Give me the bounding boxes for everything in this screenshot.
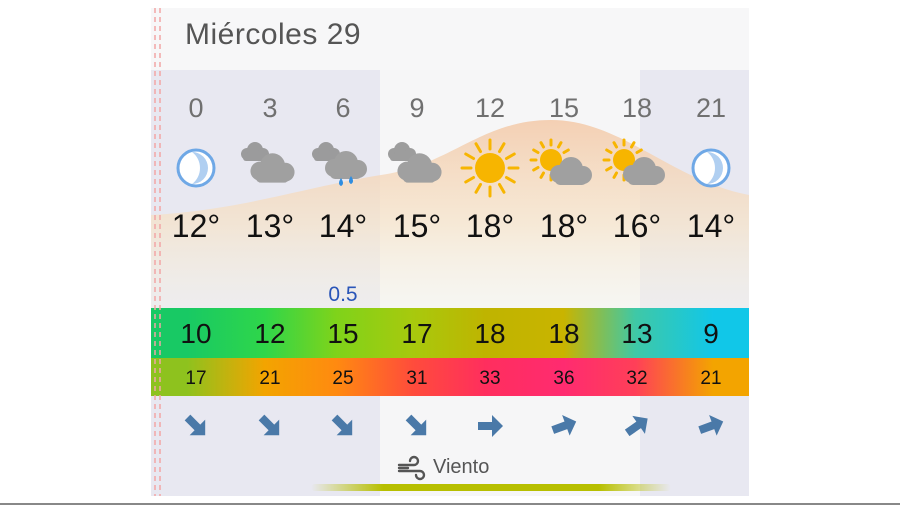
hour-label: 6 — [335, 93, 351, 123]
precipitation-value: 0.5 — [328, 283, 358, 306]
wind-arrow-icon — [380, 406, 454, 446]
temperature-value: 16° — [612, 208, 662, 244]
band-secondary-value: 32 — [626, 368, 648, 389]
day-title: Miércoles 29 — [185, 18, 362, 51]
temperature-value: 15° — [392, 208, 442, 244]
wind-arrow-icon — [233, 406, 307, 446]
day-header: Miércoles 29 — [151, 8, 749, 70]
temperature-value: 14° — [318, 208, 368, 244]
hour-label: 15 — [548, 93, 580, 123]
weather-icon-row — [151, 138, 749, 198]
temperature-value: 18° — [539, 208, 589, 244]
sun-icon — [453, 138, 527, 198]
wind-icon — [397, 455, 426, 481]
hour-label: 18 — [621, 93, 653, 123]
forecast-panel: Miércoles 29 0 3 6 9 12 15 18 21 — [151, 8, 749, 496]
hour-label: 12 — [474, 93, 506, 123]
cloud-icon — [233, 138, 307, 198]
band-secondary-value: 21 — [259, 368, 281, 389]
band-primary-value: 15 — [327, 318, 359, 349]
hour-label: 9 — [409, 93, 425, 123]
wind-direction-row — [151, 406, 749, 446]
temperature-value: 13° — [245, 208, 295, 244]
temperature-value: 18° — [465, 208, 515, 244]
band-secondary-value: 21 — [700, 368, 722, 389]
band-secondary-value: 25 — [332, 368, 354, 389]
band-primary-value: 9 — [703, 318, 719, 349]
band-secondary-value: 31 — [406, 368, 428, 389]
sun-cloud-icon — [527, 138, 601, 198]
bottom-frame-line — [0, 503, 900, 505]
wind-arrow-icon — [527, 406, 601, 446]
hour-label: 0 — [188, 93, 204, 123]
hour-label: 21 — [695, 93, 727, 123]
sun-cloud-icon — [600, 138, 674, 198]
cloud-rain-icon — [306, 138, 380, 198]
moon-icon — [674, 138, 748, 198]
band-secondary-value: 36 — [553, 368, 575, 389]
band-secondary-value: 17 — [185, 368, 207, 389]
wind-arrow-icon — [453, 406, 527, 446]
band-primary-value: 17 — [401, 318, 433, 349]
hour-row: 0 3 6 9 12 15 18 21 — [151, 93, 749, 129]
moon-icon — [159, 138, 233, 198]
temperature-value: 14° — [686, 208, 736, 244]
temperature-value: 12° — [171, 208, 221, 244]
wind-scroll-indicator[interactable] — [311, 484, 671, 491]
band-primary-value: 18 — [474, 318, 506, 349]
left-guide-lines — [154, 8, 161, 496]
wind-arrow-icon — [159, 406, 233, 446]
band-primary-value: 18 — [548, 318, 580, 349]
band-primary-value: 13 — [621, 318, 653, 349]
colored-band-primary: 10 12 15 17 18 18 13 9 — [151, 308, 749, 358]
wind-arrow-icon — [600, 406, 674, 446]
sun-elevation-curve — [151, 120, 749, 310]
band-primary-value: 12 — [254, 318, 286, 349]
band-primary-value: 10 — [180, 318, 212, 349]
band-secondary-value: 33 — [479, 368, 501, 389]
hour-label: 3 — [262, 93, 278, 123]
wind-label-text: Viento — [433, 456, 490, 478]
colored-band-secondary: 17 21 25 31 33 36 32 21 — [151, 358, 749, 396]
cloud-icon — [380, 138, 454, 198]
wind-arrow-icon — [306, 406, 380, 446]
wind-arrow-icon — [674, 406, 748, 446]
